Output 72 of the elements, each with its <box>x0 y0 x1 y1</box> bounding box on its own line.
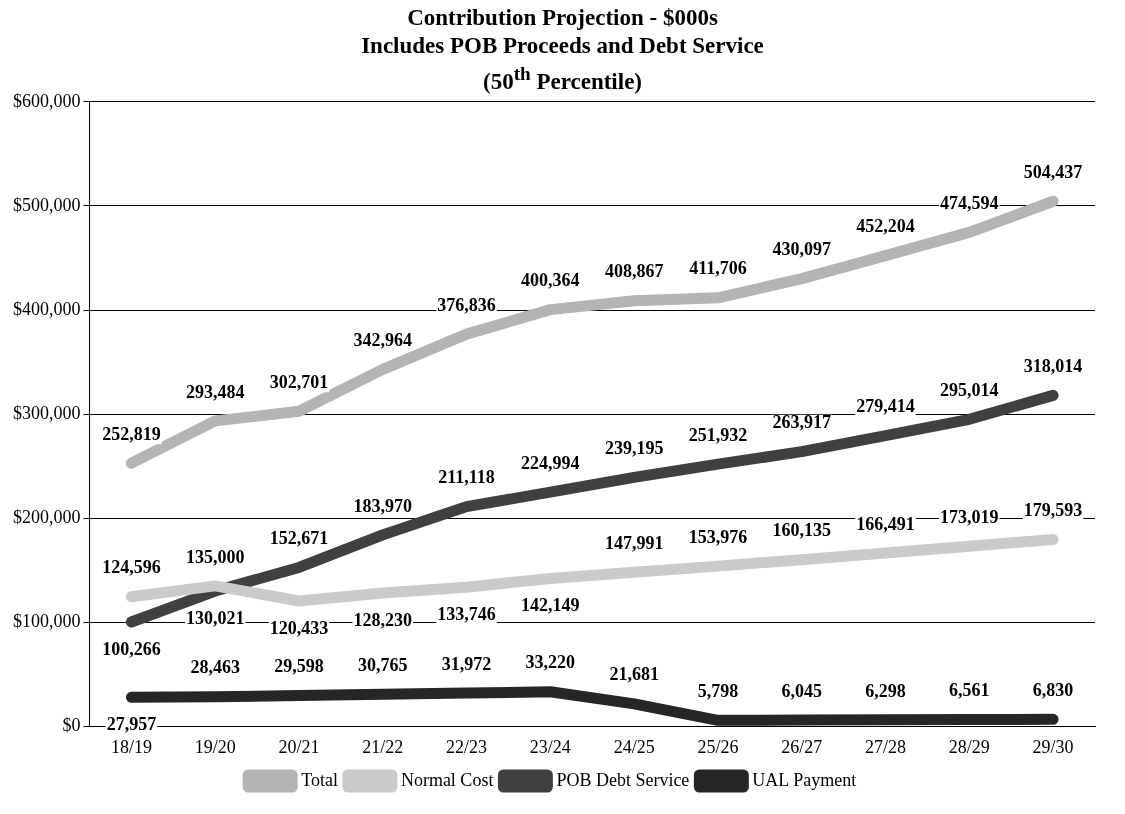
data-label: 474,594 <box>940 193 999 213</box>
data-label: 504,437 <box>1023 161 1083 182</box>
y-tick-label: $200,000 <box>13 506 81 527</box>
data-label: 147,991 <box>604 533 664 553</box>
x-tick-label: 25/26 <box>697 736 739 757</box>
data-label: 135,000 <box>185 546 245 567</box>
data-label: 6,830 <box>1032 679 1074 700</box>
data-label: 179,593 <box>1023 500 1083 521</box>
x-tick-label: 29/30 <box>1032 736 1074 757</box>
data-label: 28,463 <box>190 657 240 678</box>
data-label: 29,598 <box>274 656 324 677</box>
data-label: 251,932 <box>688 424 748 445</box>
y-tick-label: $500,000 <box>13 194 81 215</box>
data-label: 5,798 <box>697 681 739 702</box>
data-label: 239,195 <box>604 438 664 459</box>
x-tick-label: 21/22 <box>362 736 404 757</box>
data-label: 211,118 <box>438 467 495 488</box>
x-tick-label: 18/19 <box>110 736 152 757</box>
data-label: 6,045 <box>781 680 822 701</box>
y-tick-label: $300,000 <box>13 402 81 423</box>
data-label: 342,964 <box>353 330 413 351</box>
data-label: 279,414 <box>856 396 915 417</box>
data-label: 252,819 <box>102 423 161 444</box>
data-label: 33,220 <box>525 652 576 673</box>
data-label: 128,230 <box>353 609 413 630</box>
legend-label: UAL Payment <box>752 769 857 790</box>
data-label: 173,019 <box>940 506 999 527</box>
data-label: 400,364 <box>521 270 580 291</box>
y-tick-label: $0 <box>62 715 81 736</box>
data-label: 152,671 <box>269 528 329 549</box>
data-label: 224,994 <box>521 452 580 473</box>
data-label: 160,135 <box>772 520 831 541</box>
data-label: 120,433 <box>269 617 329 638</box>
legend-label: Normal Cost <box>400 769 494 790</box>
data-label: 133,746 <box>437 603 496 624</box>
data-label: 295,014 <box>940 379 999 400</box>
data-label: 30,765 <box>358 655 408 676</box>
data-label: 183,970 <box>353 495 413 516</box>
data-label: 153,976 <box>688 526 748 547</box>
y-tick-label: $600,000 <box>13 90 81 111</box>
data-label: 130,021 <box>185 607 245 628</box>
data-label: 6,298 <box>865 680 906 701</box>
data-label: 376,836 <box>437 294 496 315</box>
x-tick-label: 23/24 <box>529 736 571 757</box>
x-tick-label: 19/20 <box>194 736 236 757</box>
data-label: 166,491 <box>856 513 915 534</box>
data-label: 100,266 <box>102 638 161 659</box>
data-label: 411,706 <box>689 258 747 279</box>
chart-title: Contribution Projection - $000s Includes POB Proceeds and Debt Service (50$^{th}$ Percentile) <box>361 5 764 94</box>
data-label: 408,867 <box>604 261 664 282</box>
data-label: 6,561 <box>949 680 990 701</box>
data-label: 293,484 <box>185 381 245 402</box>
x-tick-label: 28/29 <box>948 736 990 757</box>
data-label: 452,204 <box>856 216 915 237</box>
y-tick-label: $100,000 <box>13 611 81 632</box>
legend-label: Total <box>301 769 338 790</box>
x-tick-label: 26/27 <box>781 736 823 757</box>
data-label: 318,014 <box>1023 356 1083 376</box>
data-label: 430,097 <box>772 239 831 260</box>
data-label: 302,701 <box>269 371 329 392</box>
data-label: 263,917 <box>772 412 831 433</box>
data-label: 27,957 <box>106 713 157 734</box>
x-tick-label: 22/23 <box>446 736 488 757</box>
y-tick-label: $400,000 <box>13 298 81 319</box>
x-tick-label: 27/28 <box>865 736 907 757</box>
data-label: 124,596 <box>102 557 161 578</box>
x-tick-label: 24/25 <box>613 736 655 757</box>
data-label: 142,149 <box>521 595 580 616</box>
legend-label: POB Debt Service <box>556 769 690 790</box>
data-label: 31,972 <box>441 653 492 674</box>
data-label: 21,681 <box>609 664 659 685</box>
x-tick-label: 20/21 <box>278 736 320 757</box>
